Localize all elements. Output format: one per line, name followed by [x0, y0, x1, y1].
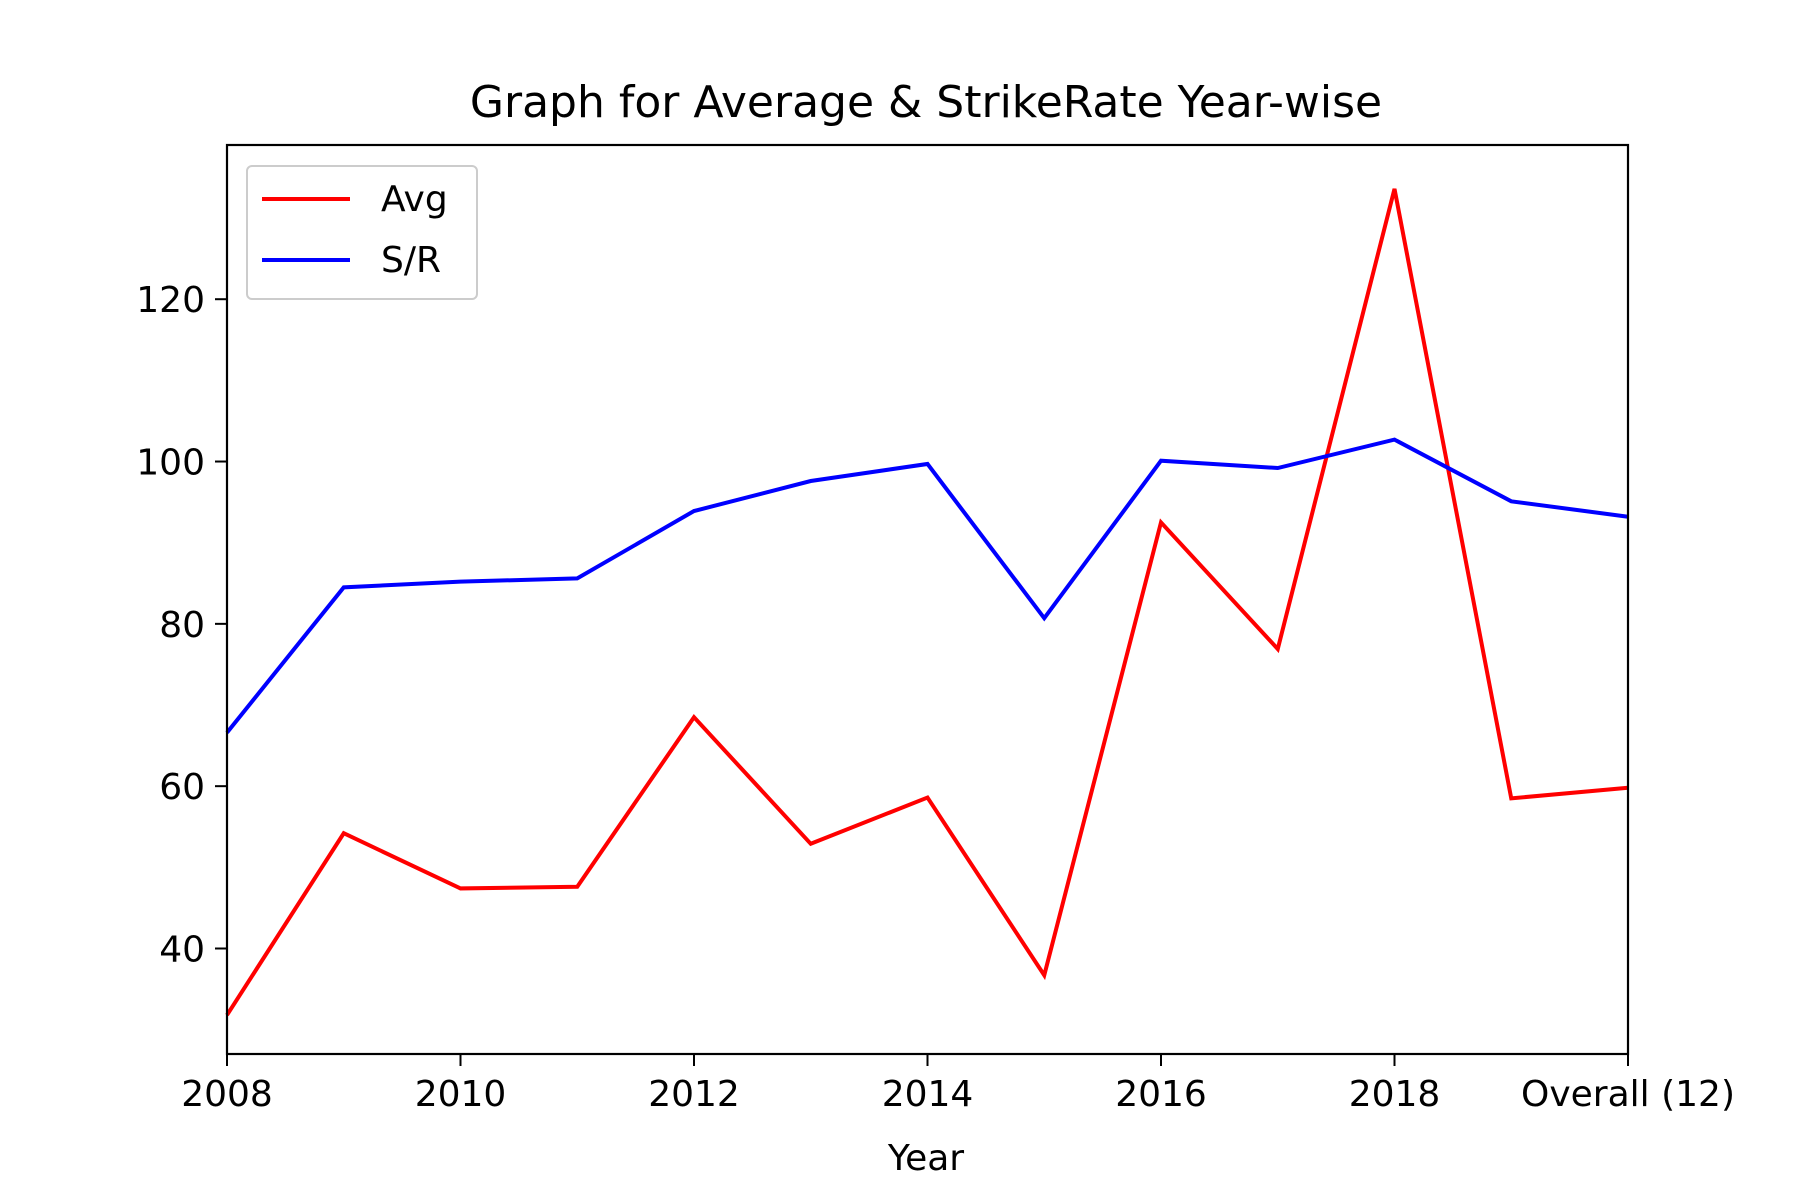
y-tick-label: 40 [159, 929, 205, 970]
x-tick-label: 2016 [1115, 1074, 1207, 1115]
x-tick-label: 2014 [882, 1074, 974, 1115]
x-tick-label: 2008 [181, 1074, 273, 1115]
x-tick-label: Overall (12) [1521, 1074, 1735, 1115]
legend: Avg S/R [246, 165, 478, 300]
series-line-s-r [225, 437, 1629, 734]
y-tick-label: 120 [136, 280, 205, 321]
x-axis: 2008 2010 2012 2014 2016 2018 Overall (12) [181, 1054, 1735, 1115]
legend-label-sr: S/R [381, 240, 441, 281]
series-line-avg [225, 188, 1629, 1017]
legend-label-avg: Avg [381, 179, 448, 220]
x-tick-label: 2012 [648, 1074, 740, 1115]
y-axis: 40 60 80 100 120 [136, 280, 227, 970]
y-tick-label: 80 [159, 605, 205, 646]
x-axis-label: Year [887, 1138, 964, 1179]
x-tick-label: 2010 [415, 1074, 507, 1115]
series-layer [225, 188, 1629, 1017]
y-tick-label: 100 [136, 443, 205, 484]
y-tick-label: 60 [159, 767, 205, 808]
chart-title: Graph for Average & StrikeRate Year-wise [470, 77, 1382, 128]
x-tick-label: 2018 [1349, 1074, 1441, 1115]
